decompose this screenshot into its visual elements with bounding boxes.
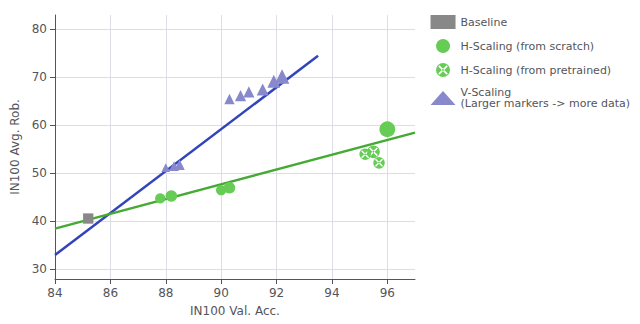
svg-text:86: 86 <box>103 286 118 300</box>
svg-text:30: 30 <box>32 262 47 276</box>
svg-text:96: 96 <box>380 286 395 300</box>
svg-text:84: 84 <box>47 286 62 300</box>
svg-text:94: 94 <box>324 286 339 300</box>
svg-text:IN100 Avg. Rob.: IN100 Avg. Rob. <box>8 99 22 195</box>
svg-text:92: 92 <box>269 286 284 300</box>
svg-text:80: 80 <box>32 22 47 36</box>
svg-text:70: 70 <box>32 70 47 84</box>
svg-text:40: 40 <box>32 214 47 228</box>
svg-text:V-Scaling: V-Scaling <box>460 86 512 99</box>
svg-text:Baseline: Baseline <box>461 16 508 29</box>
svg-text:50: 50 <box>32 166 47 180</box>
svg-text:(Larger markers -> more data): (Larger markers -> more data) <box>461 97 630 110</box>
svg-text:88: 88 <box>158 286 173 300</box>
svg-text:H-Scaling (from scratch): H-Scaling (from scratch) <box>461 40 595 53</box>
svg-text:60: 60 <box>32 118 47 132</box>
svg-text:IN100 Val. Acc.: IN100 Val. Acc. <box>190 304 280 318</box>
svg-text:90: 90 <box>214 286 229 300</box>
svg-text:H-Scaling (from pretrained): H-Scaling (from pretrained) <box>461 64 612 77</box>
